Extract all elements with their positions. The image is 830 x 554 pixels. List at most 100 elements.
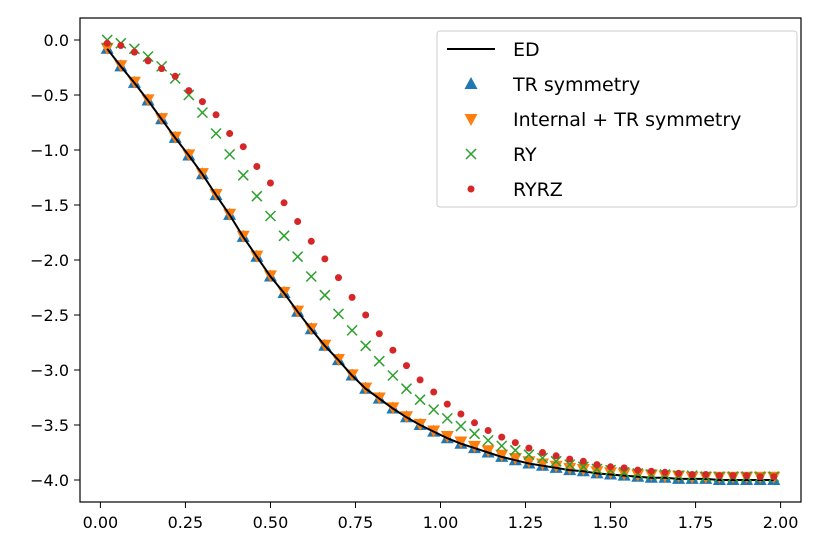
legend: ED TR symmetry Internal + TR symmetry RY RYR… [436,30,798,208]
data-point-ry [319,289,331,301]
legend-box [436,30,798,208]
x-tick-label: 1.00 [423,513,459,532]
data-point-ry [523,449,535,461]
data-point-ry [360,340,372,352]
x-tick-label: 2.00 [763,513,799,532]
plot-area [100,34,781,485]
data-point-ryrz [185,87,193,95]
data-point-ryrz [688,471,696,478]
data-point-ryrz [198,98,206,106]
data-point-ry [251,190,263,202]
axes-frame [79,17,802,503]
data-point-ryrz [743,472,751,480]
legend-label-ed: ED [513,39,540,61]
data-point-ryrz [389,346,397,354]
data-point-ryrz [443,400,451,408]
legend-label-internal-tr-symmetry: Internal + TR symmetry [513,109,741,131]
data-point-ry [577,461,589,473]
data-point-ryrz [294,218,302,225]
legend-swatch-ry [465,148,477,160]
y-tick-label: −4.0 [30,471,69,490]
data-point-ry [292,251,304,263]
data-point-ryrz [212,111,220,119]
y-tick-label: −0.5 [30,86,69,105]
data-point-ryrz [675,469,683,477]
data-point-internal-tr-symmetry [604,467,618,480]
data-point-ry [496,440,508,452]
data-point-ry [441,412,453,424]
data-point-ry [264,210,276,222]
y-tick-label: −2.0 [30,251,69,270]
data-point-ry [224,148,236,160]
data-point-ry [536,452,549,464]
data-point-ry [332,308,345,320]
legend-swatch-internal-tr-symmetry [464,114,478,126]
data-point-ryrz [593,461,601,469]
data-point-ry [509,444,521,456]
data-point-ry [414,394,426,406]
legend-label-ryrz: RYRZ [513,179,563,201]
data-point-ryrz [620,464,628,472]
data-point-internal-tr-symmetry [495,449,509,462]
data-point-ryrz [607,463,615,471]
data-point-ry [373,355,385,367]
data-point-ryrz [471,419,479,427]
x-tick-label: 0.25 [168,513,204,532]
x-tick-label: 1.75 [678,513,714,532]
data-point-ryrz [402,362,410,370]
y-tick-label: −2.5 [30,306,69,325]
y-tick-label: 0.0 [44,31,69,50]
data-point-ryrz [253,163,261,170]
data-point-internal-tr-symmetry [508,453,522,465]
data-point-ry [550,455,562,467]
data-point-ryrz [416,376,424,384]
data-point-internal-tr-symmetry [522,456,536,469]
x-tick-label: 0.75 [338,513,374,532]
legend-label-tr-symmetry: TR symmetry [512,74,640,96]
data-point-internal-tr-symmetry [468,440,482,453]
data-point-internal-tr-symmetry [576,464,590,476]
data-point-ry [305,270,317,283]
x-tick-label: 0.00 [83,513,119,532]
data-point-ryrz [525,444,533,452]
data-point-ryrz [103,39,111,47]
data-point-internal-tr-symmetry [481,445,495,458]
data-point-ryrz [511,439,519,447]
series-ryrz [103,39,778,481]
y-tick-label: −1.5 [30,196,69,215]
data-point-ryrz [239,143,247,151]
y-tick-label: −1.0 [30,141,69,160]
data-point-ryrz [375,330,383,338]
data-point-ryrz [552,452,560,460]
data-point-ry [455,420,467,432]
data-point-ryrz [457,410,465,418]
data-point-ryrz [484,427,492,434]
data-point-ryrz [144,57,152,65]
data-point-internal-tr-symmetry [563,462,577,475]
data-point-ryrz [334,274,342,282]
legend-swatch-tr-symmetry [464,77,478,89]
data-point-ryrz [362,311,370,319]
data-point-ryrz [647,467,655,475]
data-point-internal-tr-symmetry [590,466,604,479]
data-point-ry [468,428,481,440]
data-point-ry [210,127,222,140]
data-point-ryrz [498,433,506,441]
data-point-internal-tr-symmetry [454,436,468,449]
data-point-ry [196,107,208,119]
data-point-internal-tr-symmetry [658,470,672,483]
data-point-ry [564,459,576,471]
data-point-ry [346,324,358,336]
data-point-ryrz [430,388,438,396]
data-point-ryrz [661,468,669,476]
data-point-ryrz [539,449,547,456]
data-point-ryrz [117,42,125,49]
legend-label-ry: RY [513,144,537,166]
x-tick-label: 1.50 [593,513,629,532]
x-tick-label: 0.50 [253,513,289,532]
data-point-ryrz [280,199,288,207]
data-point-ryrz [171,72,179,80]
data-point-internal-tr-symmetry [100,42,114,55]
data-point-ryrz [266,179,274,187]
